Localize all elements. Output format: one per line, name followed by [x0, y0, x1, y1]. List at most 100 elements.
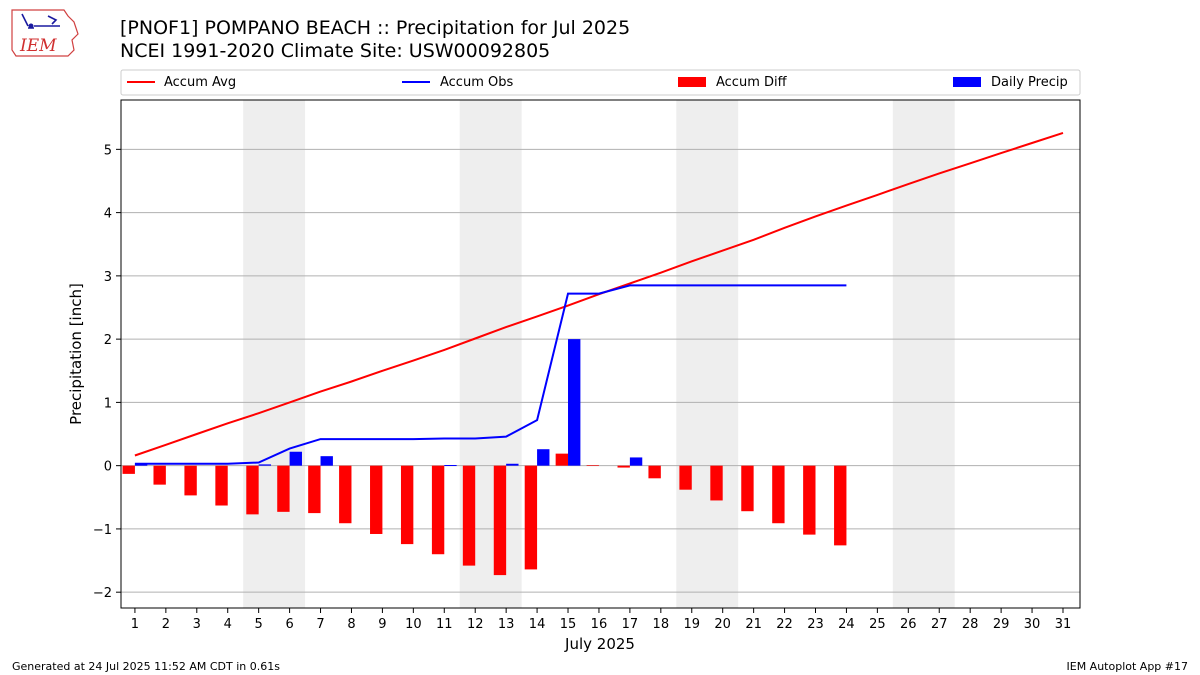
daily-precip-bar — [506, 463, 519, 466]
x-tick-label: 25 — [869, 617, 886, 632]
y-tick-label: 5 — [104, 143, 112, 158]
x-tick-label: 21 — [745, 617, 762, 632]
accum-diff-bar — [524, 465, 538, 570]
footer-generated-text: Generated at 24 Jul 2025 11:52 AM CDT in… — [12, 660, 280, 673]
weekend-shading — [243, 100, 955, 608]
daily-precip-bar — [537, 449, 550, 466]
x-tick-label: 26 — [900, 617, 917, 632]
accum-diff-bar — [834, 465, 847, 546]
x-tick-label: 14 — [529, 617, 546, 632]
legend-box — [120, 69, 1081, 96]
accum-diff-bar — [277, 465, 290, 512]
x-tick-label: 28 — [962, 617, 979, 632]
accum-diff-bar — [122, 465, 135, 474]
iowa-outline-icon — [11, 9, 79, 57]
y-tick-label: 2 — [104, 333, 112, 348]
x-tick-label: 5 — [255, 617, 263, 632]
daily-precip-bar — [568, 339, 581, 466]
x-tick-label: 19 — [683, 617, 700, 632]
y-tick-label: −1 — [93, 523, 112, 538]
accum-diff-bar — [215, 465, 228, 506]
x-tick-label: 23 — [807, 617, 824, 632]
footer-app-text: IEM Autoplot App #17 — [1066, 660, 1189, 673]
x-tick-label: 18 — [653, 617, 670, 632]
accum-diff-bar — [679, 465, 692, 490]
x-tick-label: 11 — [436, 617, 453, 632]
accum-diff-bar — [370, 465, 383, 534]
legend-label-accum-diff: Accum Diff — [716, 75, 788, 90]
x-tick-label: 31 — [1055, 617, 1072, 632]
weekend-shade-1 — [243, 100, 306, 608]
y-tick-label: 1 — [104, 396, 112, 411]
x-tick-label: 22 — [776, 617, 793, 632]
accum-diff-bar — [308, 465, 321, 514]
accum-diff-bar — [184, 465, 197, 496]
accum-diff-bar — [772, 465, 785, 524]
legend-label-accum-obs: Accum Obs — [440, 75, 513, 90]
legend-swatch-daily-precip — [953, 77, 981, 87]
x-tick-label: 10 — [405, 617, 422, 632]
accum-diff-bar — [617, 465, 630, 468]
legend-label-accum-avg: Accum Avg — [164, 75, 236, 90]
x-tick-label: 16 — [591, 617, 608, 632]
accum-diff-bar — [339, 465, 352, 524]
chart-title: [PNOF1] POMPANO BEACH :: Precipitation f… — [120, 17, 631, 39]
y-tick-label: 3 — [104, 270, 112, 285]
chart-subtitle: NCEI 1991-2020 Climate Site: USW00092805 — [120, 40, 551, 62]
grid-lines — [121, 148, 1080, 593]
accum-diff-bar — [462, 465, 476, 566]
x-tick-label: 24 — [838, 617, 855, 632]
legend: Accum Avg Accum Obs Accum Diff Daily Pre… — [120, 69, 1081, 96]
x-tick-label: 29 — [993, 617, 1010, 632]
x-tick-label: 27 — [931, 617, 948, 632]
x-tick-label: 30 — [1024, 617, 1041, 632]
x-tick-label: 15 — [560, 617, 577, 632]
daily-precip-bar — [258, 464, 272, 466]
logo-text: IEM — [19, 36, 57, 56]
daily-precip-bar — [289, 451, 302, 466]
x-axis-ticks: 1 2 3 4 5 6 7 8 9 10 11 12 13 14 15 16 17 18 19 20 21 22 23 24 2… — [131, 608, 1071, 632]
accum-diff-bar — [431, 465, 445, 555]
accum-diff-bar — [493, 465, 507, 576]
x-tick-label: 6 — [285, 617, 293, 632]
accum-diff-bar — [741, 465, 754, 512]
x-axis-label: July 2025 — [564, 635, 635, 653]
y-axis-ticks: −2 −1 0 1 2 3 4 5 — [93, 143, 121, 601]
accum-diff-bar — [648, 465, 661, 479]
daily-precip-bar — [629, 457, 643, 466]
weather-station-icon — [21, 13, 60, 29]
accum-diff-bar — [710, 465, 723, 501]
x-tick-label: 4 — [224, 617, 232, 632]
x-tick-label: 9 — [378, 617, 386, 632]
accum-diff-bar — [400, 465, 414, 545]
x-tick-label: 17 — [622, 617, 639, 632]
accum-diff-bar — [153, 465, 166, 485]
x-tick-label: 8 — [347, 617, 355, 632]
bars — [122, 339, 847, 576]
weekend-shade-3 — [676, 100, 739, 608]
accum-diff-bar — [555, 453, 569, 466]
weekend-shade-4 — [892, 100, 955, 608]
y-tick-label: 4 — [104, 207, 112, 222]
x-tick-label: 7 — [316, 617, 324, 632]
daily-precip-bar — [320, 456, 333, 466]
iem-logo: IEM — [11, 9, 79, 57]
legend-swatch-accum-diff — [678, 77, 706, 87]
accum-diff-bar — [246, 465, 259, 515]
x-tick-label: 2 — [162, 617, 170, 632]
y-tick-label: 0 — [104, 460, 112, 475]
x-tick-label: 13 — [498, 617, 515, 632]
legend-label-daily-precip: Daily Precip — [991, 75, 1068, 90]
accum-obs-line — [134, 284, 847, 465]
y-axis-label: Precipitation [inch] — [67, 283, 85, 425]
x-tick-label: 3 — [193, 617, 201, 632]
x-tick-label: 12 — [467, 617, 484, 632]
accum-diff-bar — [803, 465, 816, 535]
daily-precip-bar — [444, 465, 457, 467]
accum-diff-bar — [586, 465, 599, 466]
x-tick-label: 20 — [714, 617, 731, 632]
y-tick-label: −2 — [93, 586, 112, 601]
lines — [134, 131, 1064, 465]
plot-frame — [120, 99, 1081, 609]
